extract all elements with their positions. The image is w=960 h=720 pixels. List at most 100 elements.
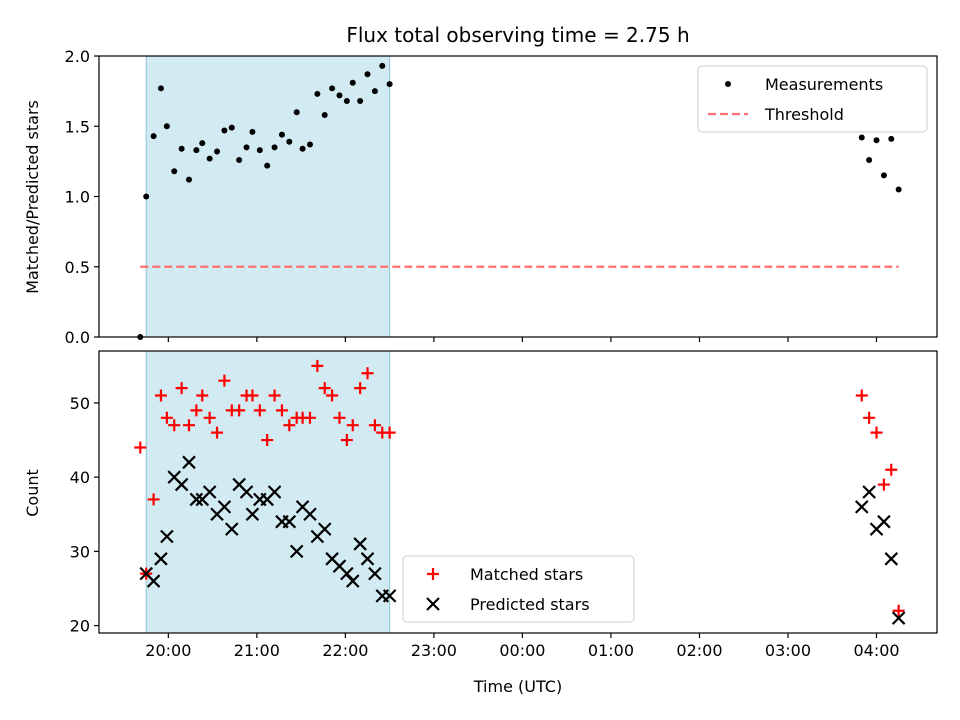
- legend-label: Threshold: [764, 105, 844, 124]
- observing-time-shade: [145, 350, 391, 634]
- matched-star-point: [855, 389, 868, 402]
- measurement-point: [286, 138, 293, 145]
- matched-star-point: [261, 434, 274, 447]
- measurement-point: [873, 137, 880, 144]
- x-tick-label: 01:00: [588, 641, 634, 660]
- measurement-point: [264, 162, 271, 169]
- measurement-point: [236, 156, 243, 163]
- y-tick-label: 30: [70, 542, 90, 561]
- measurement-point: [157, 85, 164, 92]
- series-predicted-stars: [139, 455, 906, 625]
- measurement-point: [858, 134, 865, 141]
- x-tick-label: 23:00: [411, 641, 457, 660]
- matched-star-point: [311, 359, 324, 372]
- bottom-panel: 20 30 40 50 20:00 21:00 22:00 23:00 00:00 01:00 02…: [70, 350, 938, 660]
- y-tick-label: 40: [70, 468, 90, 487]
- predicted-star-point: [345, 574, 360, 588]
- matched-star-point: [203, 411, 216, 424]
- series-measurements: [137, 62, 902, 340]
- measurement-point: [880, 172, 887, 179]
- measurement-point: [243, 144, 250, 151]
- predicted-star-point: [353, 537, 367, 551]
- plot-frame: [98, 350, 938, 634]
- predicted-star-point: [884, 552, 899, 566]
- matched-star-point: [275, 404, 288, 417]
- measurement-point: [178, 145, 185, 152]
- measurement-point: [221, 127, 228, 134]
- measurement-point: [866, 156, 873, 163]
- measurement-point: [386, 81, 393, 88]
- matched-star-point: [318, 382, 331, 395]
- measurement-point: [271, 144, 278, 151]
- measurement-point: [314, 90, 321, 97]
- predicted-star-point: [239, 485, 254, 499]
- measurement-point: [199, 140, 206, 147]
- legend: Matched stars Predicted stars: [402, 555, 635, 623]
- predicted-star-point: [282, 514, 297, 529]
- legend-predicted-swatch: [426, 597, 440, 611]
- matched-star-point: [354, 382, 367, 395]
- matched-star-point: [253, 404, 266, 417]
- series-matched-stars: [134, 359, 905, 617]
- measurement-point: [895, 186, 902, 193]
- matched-star-point: [268, 389, 281, 402]
- measurement-point: [143, 193, 150, 200]
- matched-star-point: [246, 389, 259, 402]
- matched-star-point: [211, 426, 224, 439]
- matched-star-point: [346, 419, 359, 432]
- y-tick-label: 1.5: [65, 117, 90, 136]
- matched-star-point: [863, 411, 876, 424]
- x-tick-label: 02:00: [676, 641, 722, 660]
- measurement-point: [193, 147, 200, 154]
- predicted-star-point: [174, 477, 189, 492]
- predicted-star-point: [225, 522, 239, 536]
- x-tick-label: 03:00: [765, 641, 811, 660]
- matched-star-point: [182, 419, 195, 432]
- measurement-point: [306, 141, 313, 148]
- measurement-point: [357, 97, 364, 104]
- measurement-point: [163, 123, 170, 130]
- measurement-point: [321, 112, 328, 119]
- chart-title: Flux total observing time = 2.75 h: [346, 23, 689, 47]
- matched-star-point: [147, 493, 160, 506]
- legend-box: [402, 555, 635, 623]
- matched-star-point: [333, 411, 346, 424]
- matched-star-point: [877, 478, 890, 491]
- measurement-point: [214, 148, 221, 155]
- measurement-point: [336, 92, 343, 99]
- predicted-star-point: [877, 514, 891, 529]
- predicted-star-point: [189, 492, 204, 507]
- predicted-star-point: [202, 485, 217, 499]
- measurement-point: [278, 131, 285, 138]
- measurement-point: [171, 168, 178, 175]
- legend-box: [697, 65, 928, 133]
- measurement-point: [888, 135, 895, 142]
- x-tick-label: 20:00: [145, 641, 191, 660]
- legend-measurement-swatch: [725, 81, 731, 87]
- predicted-star-point: [862, 485, 876, 499]
- measurement-point: [349, 79, 356, 86]
- measurement-point: [371, 88, 378, 95]
- matched-star-point: [892, 604, 905, 617]
- measurement-point: [206, 155, 213, 162]
- predicted-star-point: [891, 611, 906, 625]
- matched-star-point: [870, 426, 883, 439]
- matched-star-point: [885, 463, 898, 476]
- bottom-y-axis-title: Count: [23, 469, 42, 517]
- measurement-point: [249, 128, 256, 135]
- matched-star-point: [196, 389, 209, 402]
- measurement-point: [150, 133, 157, 140]
- top-y-axis-title: Matched/Predicted stars: [23, 100, 42, 294]
- measurement-point: [379, 62, 386, 69]
- predicted-star-point: [146, 574, 161, 588]
- matched-star-point: [361, 367, 374, 380]
- legend: Measurements Threshold: [697, 65, 928, 133]
- predicted-star-point: [289, 544, 304, 559]
- predicted-star-point: [368, 566, 382, 581]
- predicted-star-point: [160, 529, 174, 544]
- x-tick-label: 22:00: [322, 641, 368, 660]
- x-tick-label: 21:00: [234, 641, 280, 660]
- measurement-point: [228, 124, 235, 131]
- matched-star-point: [340, 434, 353, 447]
